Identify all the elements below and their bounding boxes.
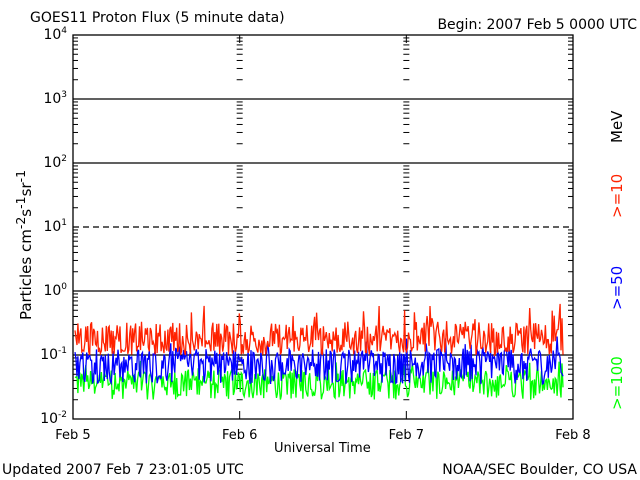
- y-axis-label: Particles cm-2s-1sr-1: [13, 165, 35, 325]
- x-tick-label: Feb 8: [555, 428, 590, 443]
- x-tick-label: Feb 6: [222, 428, 257, 443]
- y-tick-label: 102: [43, 154, 67, 171]
- x-tick-label: Feb 5: [55, 428, 90, 443]
- y-tick-label: 103: [43, 90, 67, 107]
- begin-time: Begin: 2007 Feb 5 0000 UTC: [437, 17, 637, 33]
- series-line-ge50: [74, 336, 564, 386]
- series-line-ge10: [74, 303, 564, 358]
- updated-text: Updated 2007 Feb 7 23:01:05 UTC: [2, 462, 244, 478]
- credit-text: NOAA/SEC Boulder, CO USA: [442, 462, 637, 478]
- chart-title: GOES11 Proton Flux (5 minute data): [30, 10, 285, 26]
- legend-ge100: >=100: [608, 356, 626, 410]
- plot-frame: [72, 34, 574, 420]
- x-tick-label: Feb 7: [389, 428, 424, 443]
- y-tick-label: 10-1: [40, 346, 67, 363]
- y-tick-label: 10-2: [40, 410, 67, 427]
- legend-ge50: >=50: [608, 265, 626, 310]
- y-tick-label: 100: [43, 282, 67, 299]
- y-tick-label: 104: [43, 26, 67, 43]
- y-tick-label: 101: [43, 218, 67, 235]
- legend-ge10: >=10: [608, 173, 626, 218]
- y-axis-label-text: Particles cm-2s-1sr-1: [13, 169, 35, 321]
- x-axis-label: Universal Time: [274, 441, 371, 456]
- legend-unit-mev: MeV: [608, 110, 626, 143]
